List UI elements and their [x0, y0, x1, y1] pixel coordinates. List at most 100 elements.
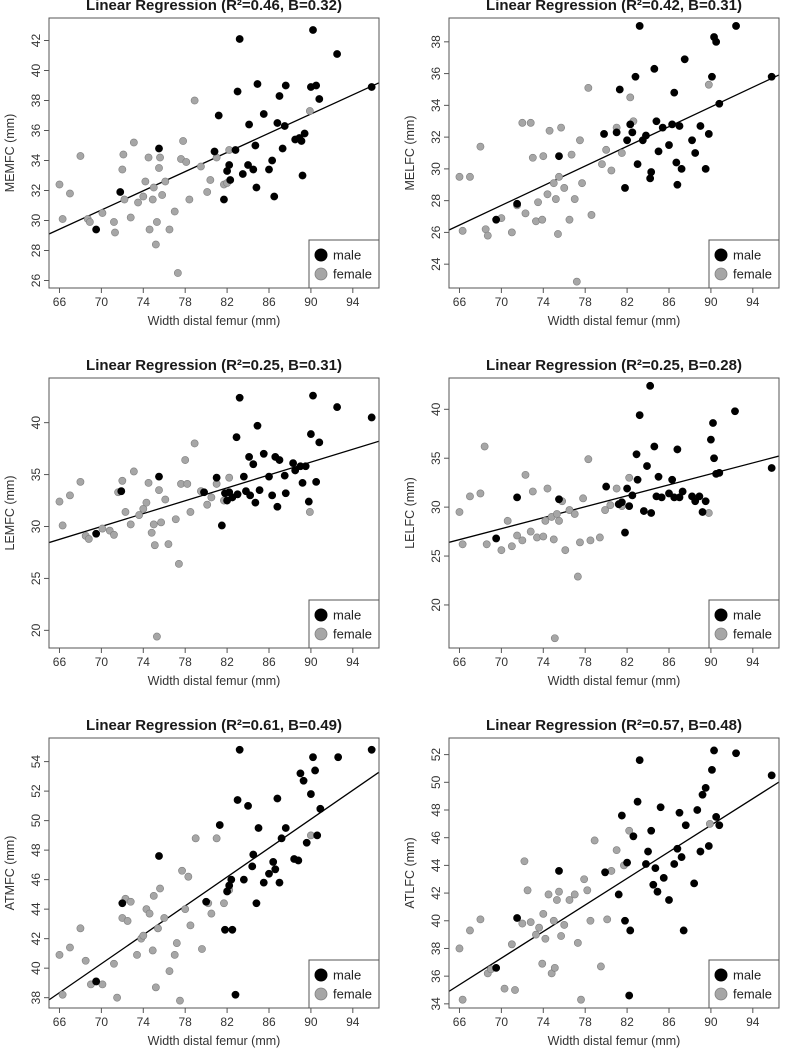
- female-point: [576, 538, 584, 547]
- male-point: [316, 804, 325, 813]
- female-point: [153, 632, 161, 641]
- male-point: [268, 491, 277, 500]
- female-point: [84, 535, 93, 543]
- legend: male female: [708, 239, 780, 289]
- female-point: [597, 962, 605, 971]
- male-point: [673, 844, 682, 853]
- x-tick-label: 66: [453, 655, 467, 669]
- female-point: [480, 442, 489, 451]
- female-point: [586, 536, 595, 545]
- male-point: [623, 858, 631, 867]
- male-point: [614, 890, 623, 899]
- y-tick-label: 34: [29, 154, 43, 168]
- female-point: [555, 887, 563, 896]
- male-point: [701, 783, 710, 792]
- male-point: [555, 867, 563, 875]
- male-point: [492, 215, 501, 224]
- female-point: [577, 995, 585, 1004]
- x-axis-label: Width distal femur (mm): [148, 314, 281, 328]
- y-tick-label: 25: [429, 549, 443, 563]
- legend-male-label: male: [333, 968, 361, 983]
- female-point: [466, 492, 474, 501]
- male-point: [269, 858, 278, 866]
- female-point: [497, 546, 506, 555]
- male-point: [233, 796, 242, 804]
- male-point: [92, 529, 101, 538]
- male-point: [649, 880, 658, 889]
- male-point: [270, 192, 279, 201]
- male-point: [617, 498, 626, 507]
- male-point: [670, 88, 679, 97]
- male-point: [302, 838, 311, 847]
- female-point: [173, 269, 182, 277]
- male-point: [492, 534, 501, 543]
- female-point: [612, 484, 621, 493]
- male-point: [628, 491, 637, 500]
- male-point: [709, 419, 717, 427]
- male-point: [602, 482, 611, 491]
- female-point: [539, 532, 548, 541]
- male-point: [659, 873, 668, 882]
- y-tick-label: 52: [29, 784, 43, 798]
- female-point: [565, 215, 574, 224]
- female-point: [557, 123, 565, 132]
- female-point: [176, 996, 184, 1005]
- female-point: [66, 943, 74, 952]
- female-point: [612, 846, 621, 855]
- female-point: [538, 959, 547, 968]
- male-point: [235, 745, 244, 754]
- female-point: [518, 118, 527, 127]
- male-point: [202, 897, 211, 906]
- male-point: [265, 472, 273, 481]
- female-point: [555, 516, 563, 525]
- female-point: [507, 940, 516, 949]
- plot-frame: [48, 17, 380, 289]
- male-point: [623, 136, 631, 145]
- male-point: [665, 896, 673, 904]
- female-point: [175, 559, 183, 568]
- female-point: [76, 152, 85, 160]
- female-point: [165, 967, 174, 976]
- male-point: [704, 842, 713, 850]
- female-point: [225, 473, 234, 482]
- male-point: [513, 914, 521, 922]
- male-point: [277, 834, 286, 843]
- female-point: [625, 473, 634, 482]
- female-point: [110, 218, 118, 226]
- y-axis-label: MEMFC (mm): [3, 114, 17, 192]
- y-tick-label: 38: [29, 991, 43, 1005]
- male-point: [252, 183, 261, 192]
- legend-female-marker: [314, 267, 328, 281]
- y-tick-label: 44: [429, 858, 443, 872]
- legend: male female: [308, 599, 380, 649]
- female-point: [560, 184, 569, 192]
- female-point: [190, 439, 199, 448]
- y-axis-label: ATMFC (mm): [3, 836, 17, 911]
- legend-female-label: female: [333, 627, 372, 642]
- female-point: [139, 931, 148, 940]
- x-tick-label: 74: [537, 1015, 551, 1029]
- male-point: [672, 158, 681, 167]
- male-point: [233, 490, 242, 499]
- female-point: [458, 995, 467, 1004]
- male-point: [646, 174, 655, 183]
- female-point: [148, 195, 157, 204]
- male-point: [555, 152, 563, 161]
- female-point: [141, 177, 150, 186]
- female-point: [190, 96, 199, 105]
- male-point: [278, 144, 287, 153]
- female-point: [129, 467, 138, 476]
- male-point: [654, 147, 663, 156]
- y-tick-label: 35: [429, 451, 443, 465]
- legend-male-label: male: [333, 608, 361, 623]
- female-point: [121, 508, 130, 516]
- male-point: [253, 421, 262, 430]
- x-axis-label: Width distal femur (mm): [148, 1034, 281, 1048]
- legend-female-label: female: [733, 267, 772, 282]
- female-point: [58, 215, 67, 223]
- female-point: [182, 158, 191, 166]
- legend-male-label: male: [333, 248, 361, 263]
- male-point: [281, 489, 290, 498]
- female-point: [161, 495, 170, 504]
